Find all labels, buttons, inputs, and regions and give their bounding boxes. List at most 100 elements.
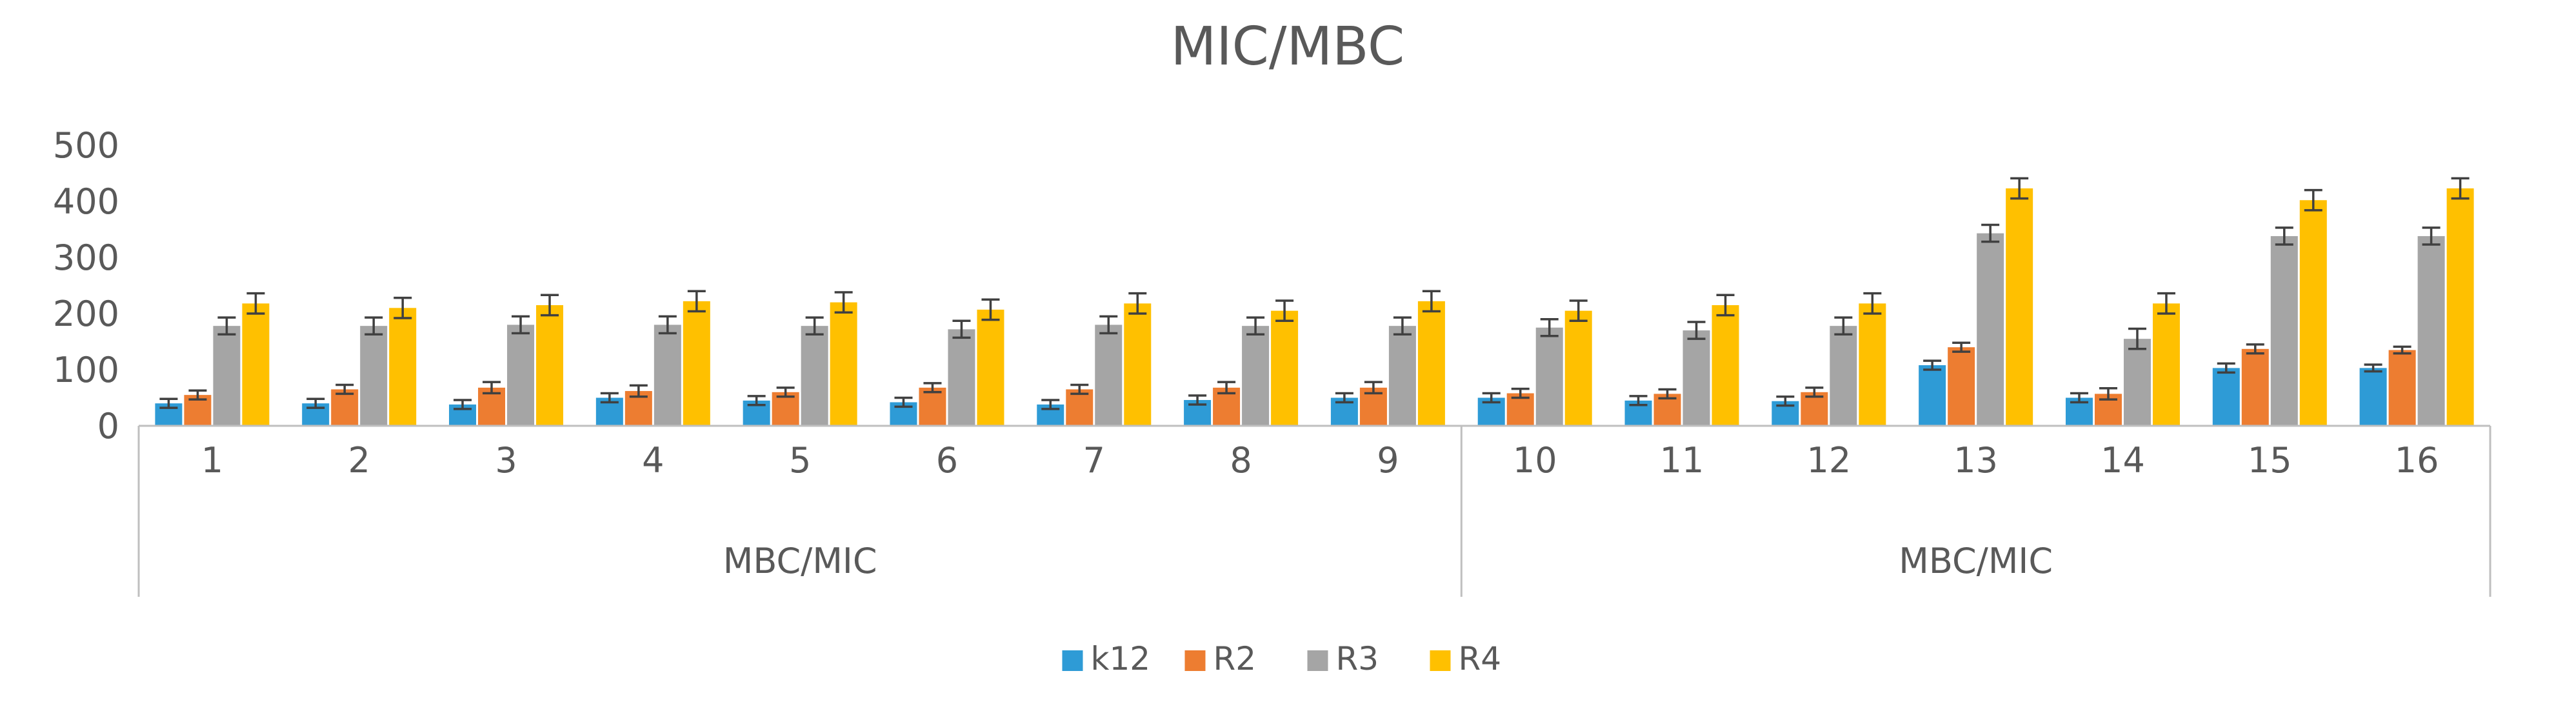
bar-R4-12 <box>1859 303 1886 426</box>
error-bar-k12-6 <box>894 396 913 408</box>
x-tick-label: 13 <box>1953 440 1998 481</box>
legend-label-R2: R2 <box>1213 640 1257 677</box>
error-bar-k12-14 <box>2070 392 2088 404</box>
error-bar-k12-4 <box>600 392 619 404</box>
bar-R2-13 <box>1948 347 1975 426</box>
error-bar-R2-16 <box>2393 345 2411 355</box>
error-bar-k12-15 <box>2217 362 2235 374</box>
bar-R4-3 <box>536 305 564 426</box>
error-bar-R4-11 <box>1716 294 1735 317</box>
legend-swatch-k12 <box>1062 650 1083 671</box>
error-bar-R2-6 <box>923 382 942 394</box>
error-bar-R2-11 <box>1658 388 1677 400</box>
legend-label-k12: k12 <box>1091 640 1151 677</box>
error-bar-R4-5 <box>834 291 853 314</box>
bar-R3-1 <box>213 326 241 426</box>
error-bar-R2-9 <box>1364 381 1383 395</box>
error-bar-R4-8 <box>1275 299 1294 323</box>
bar-R2-15 <box>2241 348 2269 426</box>
error-bar-R4-7 <box>1128 292 1147 315</box>
x-tick-label: 5 <box>789 440 811 481</box>
legend-label-R3: R3 <box>1336 640 1379 677</box>
y-axis-ticks: 0 100 200 300 400 500 <box>53 125 119 446</box>
error-bar-R3-16 <box>2422 226 2441 246</box>
x-tick-label: 8 <box>1230 440 1252 481</box>
x-tick-label: 11 <box>1660 440 1704 481</box>
group-label: MBC/MIC <box>1899 541 2053 581</box>
bar-R4-13 <box>2006 188 2033 426</box>
error-bar-R3-8 <box>1246 316 1265 335</box>
bar-R3-11 <box>1682 330 1710 426</box>
bar-R3-15 <box>2270 235 2298 426</box>
x-tick-label: 7 <box>1083 440 1105 481</box>
error-bar-k12-13 <box>1923 359 1942 371</box>
bar-R4-14 <box>2152 303 2180 426</box>
bar-R3-16 <box>2417 235 2445 426</box>
error-bar-R4-10 <box>1569 299 1588 323</box>
error-bar-R4-13 <box>2010 177 2029 200</box>
group-label: MBC/MIC <box>723 541 877 581</box>
error-bar-R2-4 <box>629 384 648 398</box>
bar-R3-13 <box>1977 233 2004 426</box>
error-bar-R3-5 <box>805 316 824 335</box>
bar-R3-10 <box>1535 327 1563 426</box>
y-tick-label: 0 <box>97 406 119 446</box>
error-bar-R3-1 <box>217 316 236 335</box>
bar-R4-4 <box>683 301 710 426</box>
bar-R2-7 <box>1066 389 1093 426</box>
error-bar-k12-11 <box>1629 395 1648 406</box>
error-bar-R2-14 <box>2099 386 2117 401</box>
error-bar-R3-7 <box>1099 315 1118 335</box>
x-tick-label: 2 <box>348 440 370 481</box>
error-bar-R3-2 <box>364 316 383 335</box>
error-bar-k12-16 <box>2364 363 2382 373</box>
error-bar-k12-8 <box>1188 394 1207 406</box>
error-bar-R2-1 <box>188 389 207 401</box>
error-bars-layer <box>159 177 2470 410</box>
error-bar-R2-3 <box>483 381 501 395</box>
bar-R4-5 <box>830 302 857 426</box>
bars-layer <box>155 188 2474 426</box>
error-bar-R4-15 <box>2304 188 2322 212</box>
legend-label-R4: R4 <box>1459 640 1502 677</box>
error-bar-R2-2 <box>335 383 354 396</box>
error-bar-R3-3 <box>512 315 530 335</box>
error-bar-k12-3 <box>454 399 472 410</box>
x-tick-label: 4 <box>642 440 664 481</box>
error-bar-k12-2 <box>306 397 325 409</box>
bar-R3-3 <box>507 325 535 426</box>
error-bar-k12-1 <box>159 397 178 409</box>
bar-k12-15 <box>2212 368 2240 426</box>
bar-R4-16 <box>2446 188 2474 426</box>
error-bar-R3-15 <box>2275 226 2293 246</box>
x-tick-label: 1 <box>201 440 223 481</box>
error-bar-R3-13 <box>1981 223 2000 243</box>
error-bar-R3-12 <box>1834 316 1853 335</box>
bar-R4-10 <box>1564 310 1592 426</box>
y-tick-label: 500 <box>53 125 119 166</box>
chart-title: MIC/MBC <box>1171 16 1405 77</box>
bar-R3-6 <box>948 329 975 426</box>
bar-k12-13 <box>1919 365 1946 426</box>
error-bar-R2-8 <box>1217 381 1236 395</box>
legend-swatch-R3 <box>1307 650 1328 671</box>
y-tick-label: 300 <box>53 237 119 278</box>
error-bar-R4-9 <box>1422 290 1441 313</box>
error-bar-R4-14 <box>2157 292 2175 315</box>
bar-R3-2 <box>360 326 388 426</box>
x-tick-label: 10 <box>1513 440 1557 481</box>
bar-R4-15 <box>2299 200 2327 426</box>
error-bar-R3-14 <box>2128 327 2146 350</box>
error-bar-k12-9 <box>1335 392 1353 404</box>
error-bar-R4-1 <box>246 292 265 315</box>
y-tick-label: 100 <box>53 350 119 390</box>
bar-R3-14 <box>2123 339 2151 426</box>
bar-R4-1 <box>242 303 270 426</box>
bar-R4-6 <box>977 309 1004 426</box>
bar-R2-2 <box>331 389 359 426</box>
error-bar-R4-12 <box>1863 292 1882 315</box>
x-tick-label: 15 <box>2248 440 2292 481</box>
